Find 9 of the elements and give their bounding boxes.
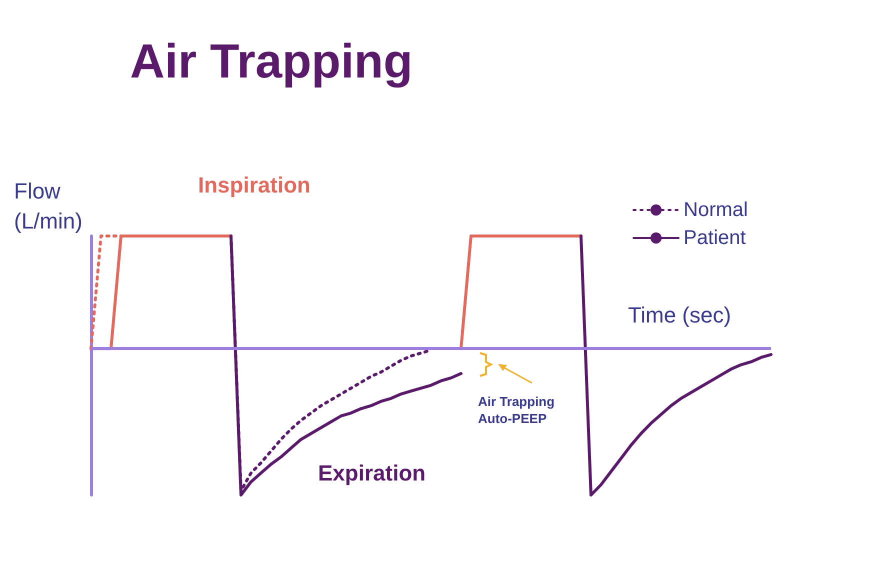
legend-label: Normal [684,199,748,221]
annotation: Expiration [318,460,426,486]
legend-label: Patient [684,227,746,249]
x-axis-title: Time (sec) [628,302,732,328]
chart-title: Air Trapping [130,36,413,88]
text: Auto-PEEP [478,411,547,426]
y-axis-title: Flow (L/min) [14,178,82,234]
text: Inspiration [198,172,310,198]
text: Air Trapping [478,394,558,409]
